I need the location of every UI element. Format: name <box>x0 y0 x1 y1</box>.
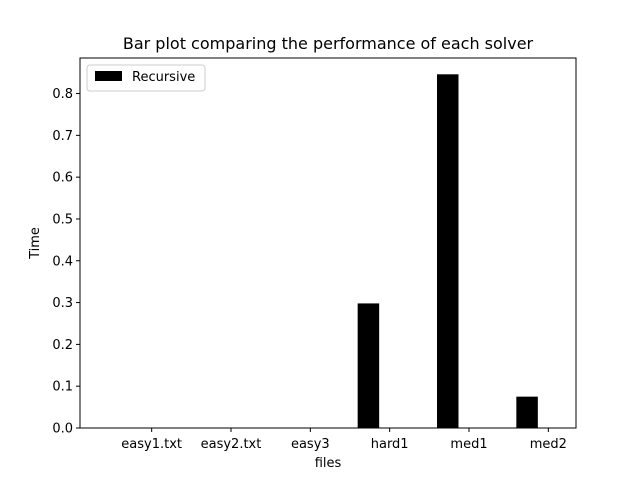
x-tick-label: easy1.txt <box>121 437 182 452</box>
x-tick-label: med1 <box>450 437 487 452</box>
x-axis-label: files <box>315 456 342 471</box>
x-tick-label: easy3 <box>291 437 330 452</box>
bar-group <box>357 74 538 428</box>
y-tick-label: 0.5 <box>52 212 73 227</box>
y-tick-label: 0.2 <box>52 338 73 353</box>
legend-label-recursive: Recursive <box>132 70 195 85</box>
legend-swatch-recursive <box>95 71 122 81</box>
legend: Recursive <box>86 64 206 92</box>
y-tick-label: 0.4 <box>52 254 73 269</box>
chart-title: Bar plot comparing the performance of ea… <box>123 34 534 53</box>
plot-frame <box>79 57 577 429</box>
x-axis: easy1.txt easy2.txt easy3 hard1 med1 med2 <box>121 428 567 452</box>
bar-med1 <box>437 74 459 428</box>
y-tick-label: 0.3 <box>52 296 73 311</box>
x-tick-label: easy2.txt <box>201 437 262 452</box>
y-tick-label: 0.8 <box>52 87 73 102</box>
y-axis: 0.0 0.1 0.2 0.3 0.4 0.5 0.6 0.7 0.8 <box>52 87 80 437</box>
y-tick-label: 0.1 <box>52 380 73 395</box>
bar-med2 <box>516 396 538 428</box>
y-tick-label: 0.6 <box>52 171 73 186</box>
y-tick-label: 0.0 <box>52 422 73 437</box>
x-tick-label: med2 <box>530 437 567 452</box>
y-tick-label: 0.7 <box>52 129 73 144</box>
bar-hard1 <box>357 303 380 428</box>
y-axis-label: Time <box>28 227 43 260</box>
x-tick-label: hard1 <box>371 437 409 452</box>
